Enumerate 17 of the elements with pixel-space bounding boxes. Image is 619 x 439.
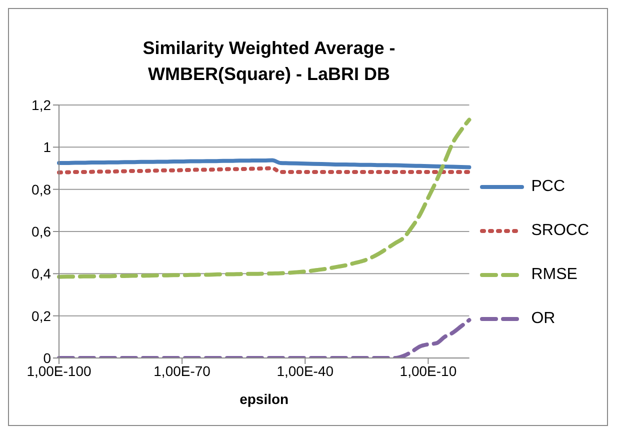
y-tick-label: 0,2	[32, 308, 52, 324]
x-tick-label: 1,00E-10	[400, 362, 457, 379]
x-tick-label: 1,00E-40	[276, 362, 334, 379]
legend-label: PCC	[531, 176, 565, 196]
x-axis-title: epsilon	[240, 391, 289, 407]
legend-label: RMSE	[531, 264, 578, 284]
chart-title: Similarity Weighted Average - WMBER(Square) - LaBRI DB	[142, 37, 396, 86]
y-tick-label: 1	[43, 139, 52, 156]
y-tick-label: 0,8	[32, 181, 52, 198]
legend-label: SROCC	[531, 220, 589, 240]
x-tick-label: 1,00E-70	[154, 362, 211, 379]
line-series	[57, 118, 472, 279]
y-tick-label: 0,4	[32, 266, 52, 282]
line-series	[57, 158, 472, 170]
y-tick-label: 1,2	[32, 96, 52, 113]
legend-label: OR	[531, 308, 556, 328]
y-tick-label: 0,6	[32, 223, 52, 240]
